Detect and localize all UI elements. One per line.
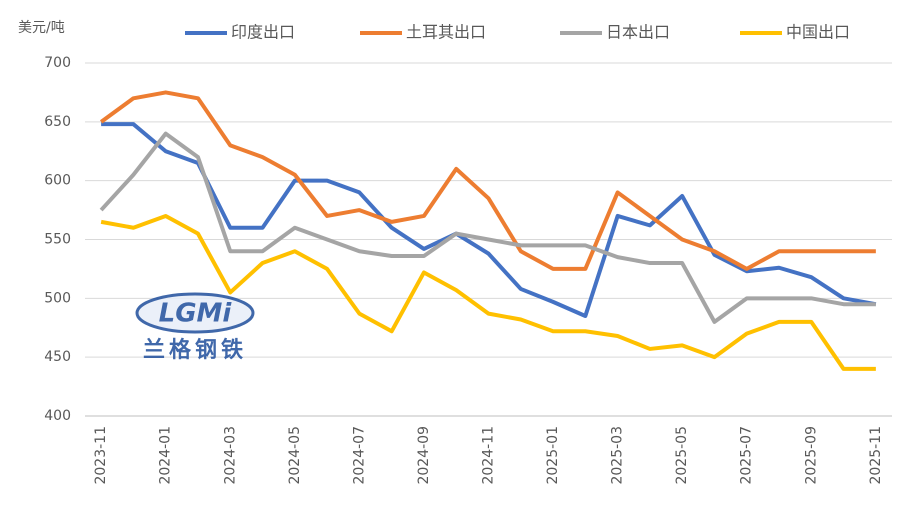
- watermark-name: 兰格钢铁: [143, 337, 247, 363]
- y-tick-label: 650: [44, 114, 71, 130]
- x-tick-label: 2024-11: [481, 426, 497, 485]
- y-tick-label: 700: [44, 55, 71, 71]
- legend-label: 中国出口: [786, 23, 850, 42]
- y-tick-label: 400: [44, 408, 71, 424]
- watermark-logo-ring: [135, 292, 255, 334]
- x-tick-label: 2024-01: [158, 426, 174, 485]
- y-axis-label: 美元/吨: [18, 20, 65, 36]
- x-tick-label: 2024-09: [416, 426, 432, 485]
- watermark-logo: LGMi: [159, 299, 233, 329]
- legend-label: 土耳其出口: [406, 23, 486, 42]
- legend-label: 印度出口: [231, 23, 295, 42]
- x-tick-label: 2024-03: [222, 426, 238, 485]
- x-tick-label: 2024-07: [351, 426, 367, 485]
- watermark: LGMi 兰格钢铁: [135, 292, 255, 363]
- x-tick-label: 2023-11: [93, 426, 109, 485]
- line-series: [99, 90, 876, 271]
- y-tick-label: 450: [44, 349, 71, 365]
- x-tick-label: 2025-03: [610, 426, 626, 485]
- y-tick-label: 550: [44, 232, 71, 248]
- y-tick-label: 600: [44, 173, 71, 189]
- legend-label: 日本出口: [606, 23, 670, 42]
- x-tick-label: 2025-09: [803, 426, 819, 485]
- line-series: [100, 213, 876, 371]
- x-tick-label: 2025-01: [545, 426, 561, 485]
- line-series: [101, 122, 877, 318]
- x-tick-label: 2024-05: [287, 426, 303, 485]
- line-series: [99, 131, 876, 324]
- y-tick-label: 500: [44, 290, 71, 306]
- x-tick-label: 2025-11: [868, 426, 884, 485]
- x-tick-label: 2025-07: [739, 426, 755, 485]
- x-tick-label: 2025-05: [674, 426, 690, 485]
